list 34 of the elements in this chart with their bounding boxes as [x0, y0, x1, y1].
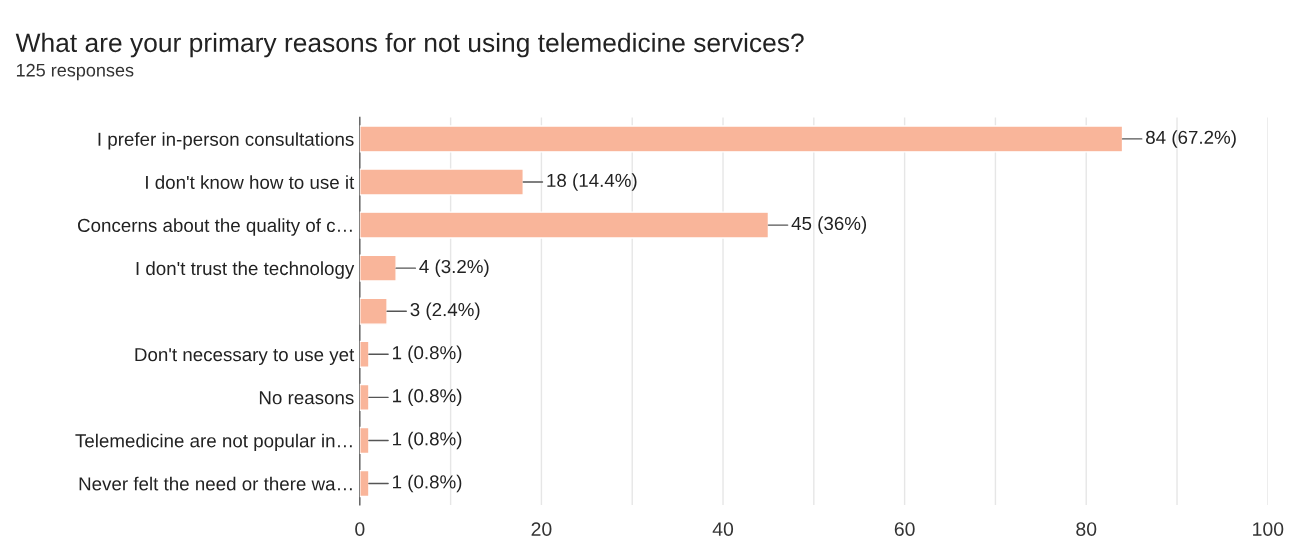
x-tick-label: 20 — [531, 522, 552, 536]
data-label: 45 (36%) — [791, 216, 867, 234]
y-tick-label: Don't necessary to use yet — [135, 348, 355, 365]
x-tick-label: 0 — [355, 522, 365, 536]
bar — [359, 211, 770, 239]
bar — [359, 383, 370, 411]
x-tick-label: 80 — [1076, 522, 1097, 536]
data-label: 1 (0.8%) — [393, 388, 462, 407]
chart-title: What are your primary reasons for not using telemedicine services? — [15, 32, 804, 58]
y-tick-label: I don't trust the technology — [136, 261, 355, 279]
bar — [359, 469, 370, 498]
x-tick-label: 40 — [712, 522, 734, 536]
x-tick-label: 60 — [894, 522, 915, 536]
data-label: 3 (2.4%) — [410, 302, 480, 320]
y-tick-label: Never felt the need or there wa… — [79, 476, 352, 491]
data-label: 1 (0.8%) — [393, 345, 462, 364]
data-label: 84 (67.2%) — [1146, 130, 1236, 148]
bar — [359, 426, 370, 455]
text: 125 responses — [16, 63, 134, 81]
data-label: 1 (0.8%) — [393, 474, 462, 493]
y-tick-label: No reasons — [259, 391, 354, 405]
bar — [359, 340, 370, 368]
bar — [359, 168, 524, 196]
bar — [359, 125, 1124, 153]
x-tick-label: 100 — [1253, 522, 1284, 536]
data-label: 4 (3.2%) — [419, 259, 489, 277]
y-tick-label: Concerns about the quality of c… — [78, 218, 352, 236]
y-tick-label: Telemedicine are not popular in… — [75, 433, 352, 452]
y-tick-label: I prefer in-person consultations — [98, 132, 354, 150]
y-tick-label: I don't know how to use it — [146, 175, 355, 189]
bar — [359, 297, 388, 325]
data-label: 18 (14.4%) — [547, 173, 637, 191]
data-label: 1 (0.8%) — [393, 431, 462, 450]
bar — [359, 254, 397, 282]
